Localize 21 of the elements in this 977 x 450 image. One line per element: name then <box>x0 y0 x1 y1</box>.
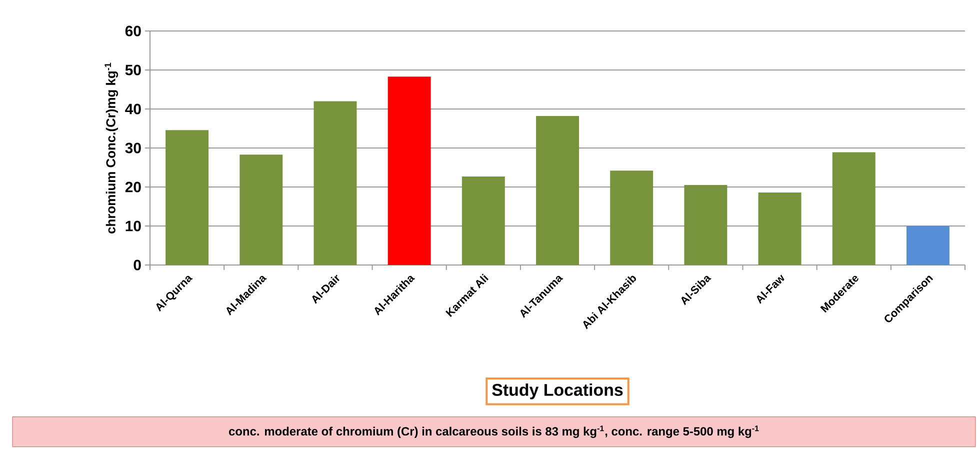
bar <box>166 130 209 265</box>
y-tick-label: 20 <box>125 182 141 192</box>
text: conc. moderate of chromium (Cr) in calcareous soils is 83 mg kg$^{-1}$, conc. range 5-500 mg kg$^{-1}$ <box>229 426 759 438</box>
bar <box>610 170 654 265</box>
y-tick-label: 30 <box>125 142 141 154</box>
bar <box>462 176 505 265</box>
bar <box>906 226 950 265</box>
y-tick-label: 10 <box>126 220 141 232</box>
y-tick-label: 50 <box>125 64 141 76</box>
y-tick-label: 0 <box>134 260 141 270</box>
bar <box>240 154 283 265</box>
x-axis-title: Study Locations <box>492 383 623 400</box>
bar <box>758 192 802 265</box>
y-tick-label: 60 <box>125 26 141 36</box>
bar <box>832 152 876 265</box>
bar <box>536 116 579 265</box>
y-axis-title: chromium Conc.(Cr)mg kg$^{-1}$ <box>104 62 118 234</box>
bar <box>388 76 431 265</box>
bar <box>684 185 728 265</box>
y-tick-label: 40 <box>125 104 141 114</box>
bar <box>314 101 357 265</box>
